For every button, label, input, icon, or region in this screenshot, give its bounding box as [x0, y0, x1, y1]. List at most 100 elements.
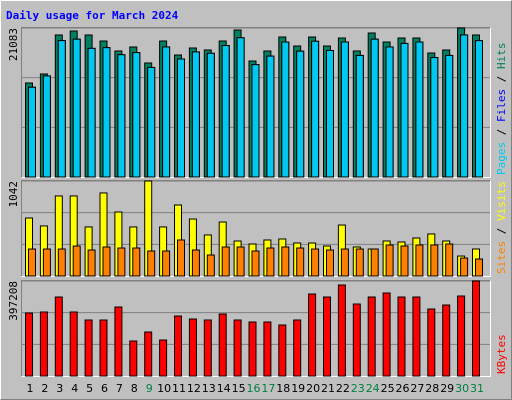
- legend-entry: Files: [495, 89, 508, 122]
- bar: [430, 244, 439, 277]
- bar: [147, 66, 156, 178]
- bar: [308, 293, 317, 377]
- x-tick-label: 9: [146, 382, 153, 395]
- bar: [54, 296, 63, 377]
- bar: [102, 246, 111, 277]
- bar: [28, 248, 36, 277]
- bar: [72, 38, 81, 178]
- bar: [326, 49, 334, 178]
- bar: [39, 311, 48, 377]
- x-tick-label: 21: [321, 382, 335, 395]
- bar: [472, 280, 480, 377]
- x-tick-label: 27: [410, 382, 424, 395]
- bar: [370, 248, 379, 277]
- bar: [191, 51, 200, 178]
- x-tick-label: 6: [101, 382, 108, 395]
- bar: [132, 247, 141, 277]
- bar: [415, 244, 424, 277]
- bar: [367, 296, 376, 377]
- bar: [296, 247, 305, 277]
- bar: [177, 58, 185, 178]
- bar: [87, 249, 96, 277]
- x-tick-label: 2: [41, 382, 48, 395]
- bar: [251, 64, 260, 178]
- bar: [114, 306, 123, 377]
- bar: [397, 296, 406, 377]
- x-tick-label: 13: [202, 382, 216, 395]
- x-tick-label: 12: [187, 382, 201, 395]
- panel-light: [21, 280, 491, 377]
- bar: [25, 312, 33, 377]
- bar: [400, 42, 409, 178]
- bar: [233, 319, 242, 377]
- legend: Pages / Files / Hits: [495, 43, 508, 176]
- bar: [400, 245, 409, 277]
- bar: [445, 54, 454, 178]
- bar: [236, 246, 245, 277]
- legend-entry: KBytes: [495, 334, 508, 374]
- bar: [248, 321, 257, 377]
- x-tick-label: 10: [157, 382, 171, 395]
- legend-entry: Sites: [495, 241, 508, 274]
- bar: [57, 40, 66, 178]
- x-tick-label: 5: [86, 382, 93, 395]
- bar: [177, 239, 185, 277]
- x-tick-label: 25: [381, 382, 395, 395]
- x-tick-label: 16: [247, 382, 261, 395]
- bar: [129, 340, 138, 377]
- bar: [206, 254, 215, 277]
- x-tick-label: 14: [217, 382, 231, 395]
- bar: [266, 55, 275, 178]
- legend: KBytes: [495, 334, 508, 374]
- chart-title: Daily usage for March 2024: [6, 9, 179, 22]
- x-tick-label: 20: [306, 382, 320, 395]
- x-tick-label: 7: [116, 382, 123, 395]
- x-tick-label: 8: [131, 382, 138, 395]
- bar: [427, 308, 436, 377]
- bar: [415, 41, 424, 178]
- x-tick-label: 1: [27, 382, 34, 395]
- bar: [457, 295, 466, 377]
- x-tick-label: 28: [425, 382, 439, 395]
- bar: [99, 319, 108, 377]
- bar: [42, 248, 51, 277]
- bar: [117, 247, 126, 277]
- bar: [475, 258, 483, 277]
- x-tick-label: 22: [336, 382, 350, 395]
- bar: [251, 250, 260, 277]
- bar: [355, 54, 364, 178]
- x-tick-label: 29: [440, 382, 454, 395]
- bar: [352, 303, 361, 377]
- bar: [296, 50, 305, 178]
- legend-entry: Visits: [495, 181, 508, 221]
- bar: [382, 292, 391, 377]
- bar: [278, 324, 287, 377]
- bar: [323, 296, 331, 377]
- bar: [203, 319, 212, 377]
- x-tick-label: 30: [455, 382, 469, 395]
- bar: [311, 40, 320, 178]
- bar: [281, 41, 290, 178]
- bar: [430, 57, 439, 178]
- bar: [147, 250, 156, 277]
- bar: [370, 38, 379, 178]
- panel-light: [21, 180, 491, 277]
- bar: [132, 52, 141, 178]
- bar: [117, 54, 126, 178]
- x-tick-label: 24: [366, 382, 380, 395]
- y-tick-label: 1042: [7, 181, 20, 208]
- x-tick-label: 23: [351, 382, 365, 395]
- bar: [174, 315, 182, 377]
- bar: [445, 243, 454, 277]
- bar: [87, 47, 96, 178]
- bar: [221, 45, 230, 178]
- legend-entry: Pages: [495, 142, 508, 175]
- bar: [221, 246, 230, 277]
- bar: [340, 41, 349, 178]
- x-tick-label: 15: [232, 382, 246, 395]
- bar: [460, 257, 469, 277]
- bar: [218, 313, 227, 377]
- legend-separator: /: [495, 221, 508, 241]
